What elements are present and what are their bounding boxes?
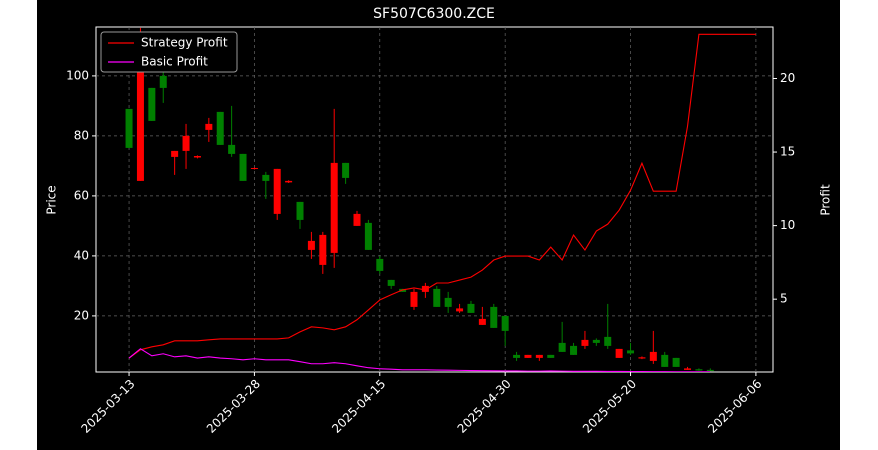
candle-body: [513, 354, 521, 358]
candle-body: [342, 162, 350, 178]
candle-body: [638, 357, 646, 359]
y2-tick-label: 5: [780, 292, 788, 306]
candle-body: [467, 303, 475, 313]
candle-body: [387, 279, 395, 286]
candle-body: [410, 291, 418, 307]
candle-body: [604, 336, 612, 346]
y-axis-label: Price: [45, 185, 59, 214]
candle-body: [376, 258, 384, 271]
legend-label: Basic Profit: [141, 55, 208, 69]
candle-body: [296, 201, 304, 220]
candle-body: [273, 168, 281, 214]
profit-line: [128, 348, 711, 372]
candle-body: [148, 87, 156, 121]
candle-body: [649, 351, 657, 361]
candle-body: [444, 297, 452, 307]
candle-body: [478, 318, 486, 325]
candle-body: [535, 354, 543, 358]
candle-body: [136, 45, 144, 181]
y-tick-label: 80: [74, 128, 89, 142]
candle-body: [193, 156, 201, 158]
candle-body: [695, 369, 703, 371]
legend-label: Strategy Profit: [141, 36, 228, 50]
candle-body: [433, 288, 441, 307]
candle-body: [547, 354, 555, 358]
y2-tick-label: 10: [780, 218, 795, 232]
candle-body: [456, 308, 464, 312]
candle-body: [205, 123, 213, 130]
profit-line: [128, 33, 756, 359]
candle-body: [285, 180, 293, 183]
y-tick-label: 40: [74, 248, 89, 262]
candle-body: [239, 153, 247, 181]
y-tick-label: 20: [74, 308, 89, 322]
candle-body: [171, 150, 179, 157]
candle-body: [228, 144, 236, 154]
y-tick-label: 100: [66, 68, 89, 82]
candle-body: [250, 168, 258, 169]
candle-body: [125, 108, 133, 148]
y2-axis-label: Profit: [819, 184, 833, 216]
candle-body: [627, 350, 635, 354]
candle-body: [182, 135, 190, 151]
candle-body: [319, 234, 327, 265]
candle-body: [364, 222, 372, 250]
legend-box: [100, 31, 238, 73]
candle-body: [216, 111, 224, 145]
candle-body: [558, 342, 566, 352]
candle-body: [524, 354, 532, 358]
chart-title: SF507C6300.ZCE: [373, 6, 495, 22]
candle-body: [592, 339, 600, 343]
candle-body: [501, 315, 509, 331]
candle-body: [570, 345, 578, 355]
candle-body: [262, 174, 270, 181]
candle-body: [330, 162, 338, 253]
candle-body: [421, 285, 429, 292]
axes-frame: [95, 26, 774, 373]
candle-body: [615, 348, 623, 358]
candle-body: [353, 213, 361, 226]
y-tick-label: 60: [74, 188, 89, 202]
candle-body: [581, 339, 589, 346]
y2-tick-label: 20: [780, 71, 795, 85]
candle-body: [490, 306, 498, 328]
candle-body: [706, 369, 714, 372]
candle-body: [159, 75, 167, 88]
candle-body: [661, 354, 669, 367]
candle-body: [672, 357, 680, 367]
candle-body: [307, 240, 315, 250]
y2-tick-label: 15: [780, 145, 795, 159]
candle-body: [684, 368, 692, 370]
figure-background: [37, 0, 840, 450]
